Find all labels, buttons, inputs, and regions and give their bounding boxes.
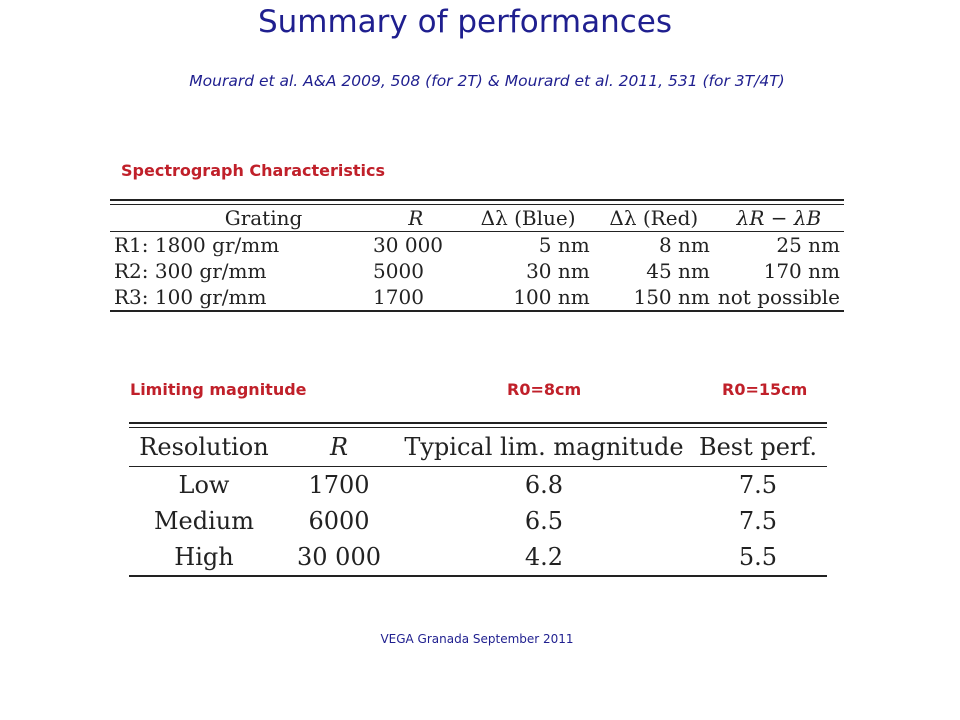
table-cell: 170 nm: [763, 259, 840, 283]
limiting-magnitude-table: Resolution R Typical lim. magnitude Best…: [129, 422, 827, 577]
table-cell: R2: 300 gr/mm: [114, 259, 267, 283]
slide-footer: VEGA Granada September 2011: [380, 632, 574, 646]
table-cell: Medium: [153, 507, 255, 535]
table-row: R2: 300 gr/mm 5000 30 nm 45 nm 170 nm: [110, 258, 844, 284]
column-header: Best perf.: [689, 428, 827, 467]
table-cell: 6000: [308, 507, 370, 535]
table-cell: 150 nm: [633, 285, 710, 309]
spectrograph-table: Grating R Δλ (Blue) Δλ (Red) λR − λB R1:…: [110, 199, 844, 312]
table-row: Low 1700 6.8 7.5: [129, 467, 827, 504]
column-header: Typical lim. magnitude: [399, 428, 689, 467]
table-cell: High: [174, 543, 234, 571]
limiting-magnitude-label: Limiting magnitude: [130, 380, 307, 399]
table-cell: Low: [178, 471, 230, 499]
table-cell: 30 nm: [526, 259, 590, 283]
table-cell: 30 000: [373, 233, 444, 257]
table-header-row: Grating R Δλ (Blue) Δλ (Red) λR − λB: [110, 205, 844, 232]
column-header: Resolution: [129, 428, 279, 467]
column-header: Grating: [110, 205, 362, 232]
reference-subtitle: Mourard et al. A&A 2009, 508 (for 2T) & …: [189, 72, 785, 90]
column-header: λR − λB: [713, 205, 844, 232]
column-header: R: [279, 428, 399, 467]
table-cell: 5000: [373, 259, 424, 283]
table-header-row: Resolution R Typical lim. magnitude Best…: [129, 428, 827, 467]
table-cell: 8 nm: [658, 233, 710, 257]
r0-15cm-label: R0=15cm: [722, 380, 808, 399]
r0-8cm-label: R0=8cm: [507, 380, 582, 399]
table-cell: 7.5: [738, 471, 778, 499]
table-row: Medium 6000 6.5 7.5: [129, 503, 827, 539]
table-cell: 1700: [373, 285, 424, 309]
table-cell: 100 nm: [513, 285, 590, 309]
table-cell: R3: 100 gr/mm: [114, 285, 267, 309]
table-row: R1: 1800 gr/mm 30 000 5 nm 8 nm 25 nm: [110, 232, 844, 259]
table-row: R3: 100 gr/mm 1700 100 nm 150 nm not pos…: [110, 284, 844, 310]
spectrograph-section-label: Spectrograph Characteristics: [121, 161, 386, 180]
column-header: Δλ (Red): [593, 205, 714, 232]
table-cell: 25 nm: [776, 233, 840, 257]
page-title: Summary of performances: [257, 4, 673, 40]
table-cell: 1700: [308, 471, 370, 499]
column-header: R: [361, 205, 463, 232]
table-cell: 30 000: [297, 543, 381, 571]
table-cell: R1: 1800 gr/mm: [114, 233, 280, 257]
table-cell: 6.5: [524, 507, 564, 535]
table-cell: 4.2: [524, 543, 564, 571]
table-cell: 45 nm: [646, 259, 710, 283]
table-row: High 30 000 4.2 5.5: [129, 539, 827, 575]
table-cell: not possible: [717, 285, 840, 309]
column-header: Δλ (Blue): [462, 205, 594, 232]
table-cell: 5 nm: [538, 233, 590, 257]
table-cell: 7.5: [738, 507, 778, 535]
table-cell: 6.8: [524, 471, 564, 499]
table-cell: 5.5: [738, 543, 778, 571]
